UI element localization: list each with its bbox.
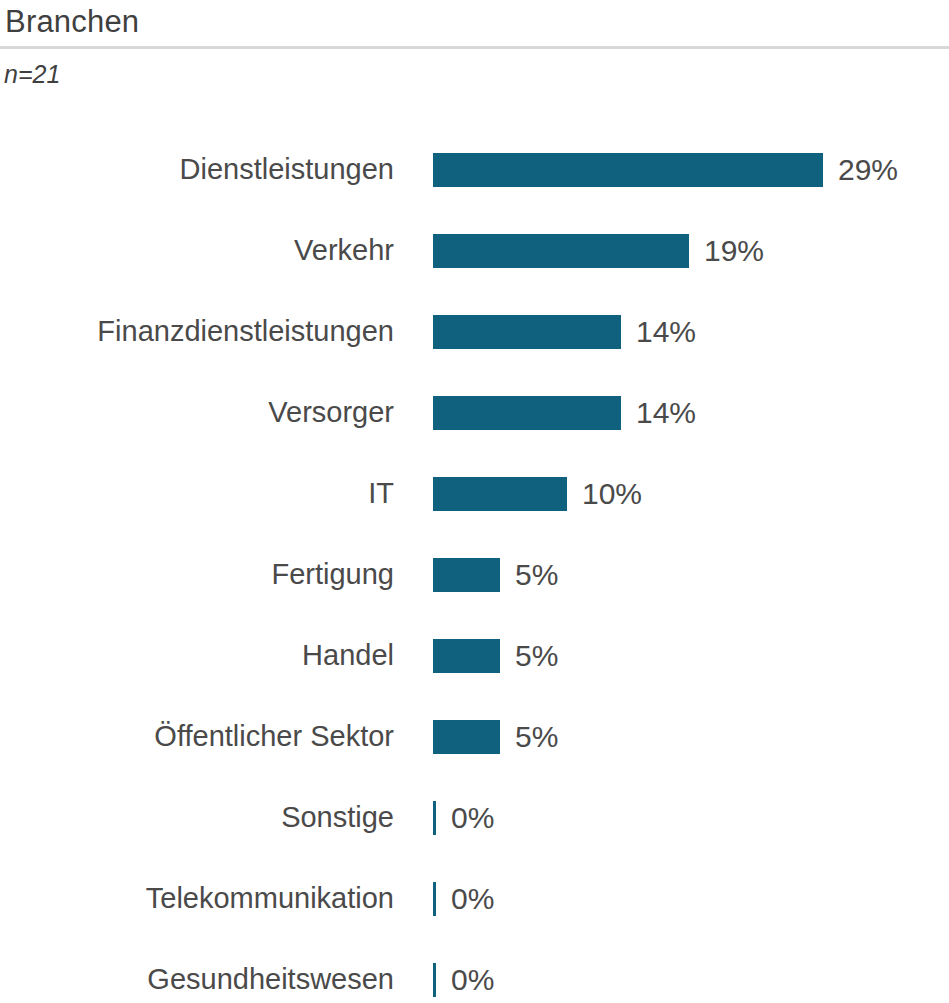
- value-label: 14%: [636, 396, 696, 430]
- chart-page: Branchen n=21 Dienstleistungen 29% Verkehr…: [0, 2, 949, 1003]
- bar-row: Dienstleistungen 29%: [0, 129, 949, 210]
- bar-row: Handel 5%: [0, 615, 949, 696]
- bar-row: Finanzdienstleistungen 14%: [0, 291, 949, 372]
- bar: [433, 396, 621, 430]
- bar: [433, 639, 500, 673]
- bar: [433, 720, 500, 754]
- category-label: Gesundheitswesen: [0, 963, 394, 996]
- category-label: Finanzdienstleistungen: [0, 315, 394, 348]
- zero-tick: [433, 801, 436, 835]
- bar-row: Sonstige 0%: [0, 777, 949, 858]
- category-label: Versorger: [0, 396, 394, 429]
- page-title: Branchen: [5, 2, 949, 42]
- value-label: 29%: [838, 153, 898, 187]
- value-label: 10%: [582, 477, 642, 511]
- bar-row: Verkehr 19%: [0, 210, 949, 291]
- value-label: 0%: [451, 882, 494, 916]
- value-label: 19%: [704, 234, 764, 268]
- bar-chart: Dienstleistungen 29% Verkehr 19% Finanzdiens…: [0, 129, 949, 1003]
- category-label: IT: [0, 477, 394, 510]
- value-label: 5%: [515, 639, 558, 673]
- bar-row: Öffentlicher Sektor 5%: [0, 696, 949, 777]
- bar: [433, 153, 823, 187]
- bar-row: Fertigung 5%: [0, 534, 949, 615]
- bar: [433, 558, 500, 592]
- value-label: 5%: [515, 558, 558, 592]
- value-label: 5%: [515, 720, 558, 754]
- bar-row: Versorger 14%: [0, 372, 949, 453]
- category-label: Verkehr: [0, 234, 394, 267]
- sample-size-label: n=21: [4, 60, 949, 88]
- category-label: Dienstleistungen: [0, 153, 394, 186]
- title-divider: [0, 46, 949, 49]
- bar-row: Telekommunikation 0%: [0, 858, 949, 939]
- category-label: Handel: [0, 639, 394, 672]
- zero-tick: [433, 882, 436, 916]
- category-label: Telekommunikation: [0, 882, 394, 915]
- bar: [433, 234, 689, 268]
- bar: [433, 315, 621, 349]
- bar: [433, 477, 567, 511]
- category-label: Fertigung: [0, 558, 394, 591]
- value-label: 0%: [451, 963, 494, 997]
- category-label: Öffentlicher Sektor: [0, 720, 394, 753]
- value-label: 14%: [636, 315, 696, 349]
- zero-tick: [433, 963, 436, 997]
- category-label: Sonstige: [0, 801, 394, 834]
- value-label: 0%: [451, 801, 494, 835]
- bar-row: Gesundheitswesen 0%: [0, 939, 949, 1003]
- bar-row: IT 10%: [0, 453, 949, 534]
